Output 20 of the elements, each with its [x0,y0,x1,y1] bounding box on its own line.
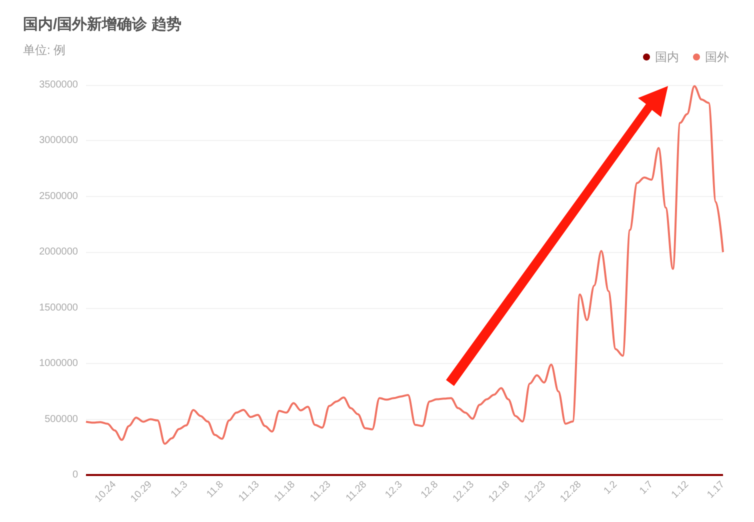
y-tick-label: 2500000 [39,190,78,202]
line-series [85,85,724,445]
x-tick-label: 1.7 [638,478,656,497]
x-tick-label: 11.3 [169,478,190,500]
y-tick-label: 2000000 [39,246,78,258]
x-tick-label: 12.8 [419,478,441,501]
y-tick-label: 3500000 [39,80,78,90]
y-tick-label: 500000 [44,414,78,425]
legend-label: 国内 [655,50,679,64]
chart-subtitle: 单位: 例 [23,43,66,57]
x-tick-label: 11.8 [204,478,226,500]
x-tick-label: 12.3 [383,478,406,501]
x-tick-label: 1.12 [670,478,692,501]
chart-title: 国内/国外新增确诊 趋势 [23,15,182,33]
y-tick-label: 0 [72,470,78,480]
x-tick-label: 1.2 [602,478,620,497]
legend-label: 国外 [705,50,729,64]
y-tick-label: 3000000 [39,135,78,146]
y-tick-label: 1500000 [39,302,78,314]
y-tick-label: 1000000 [39,358,78,370]
